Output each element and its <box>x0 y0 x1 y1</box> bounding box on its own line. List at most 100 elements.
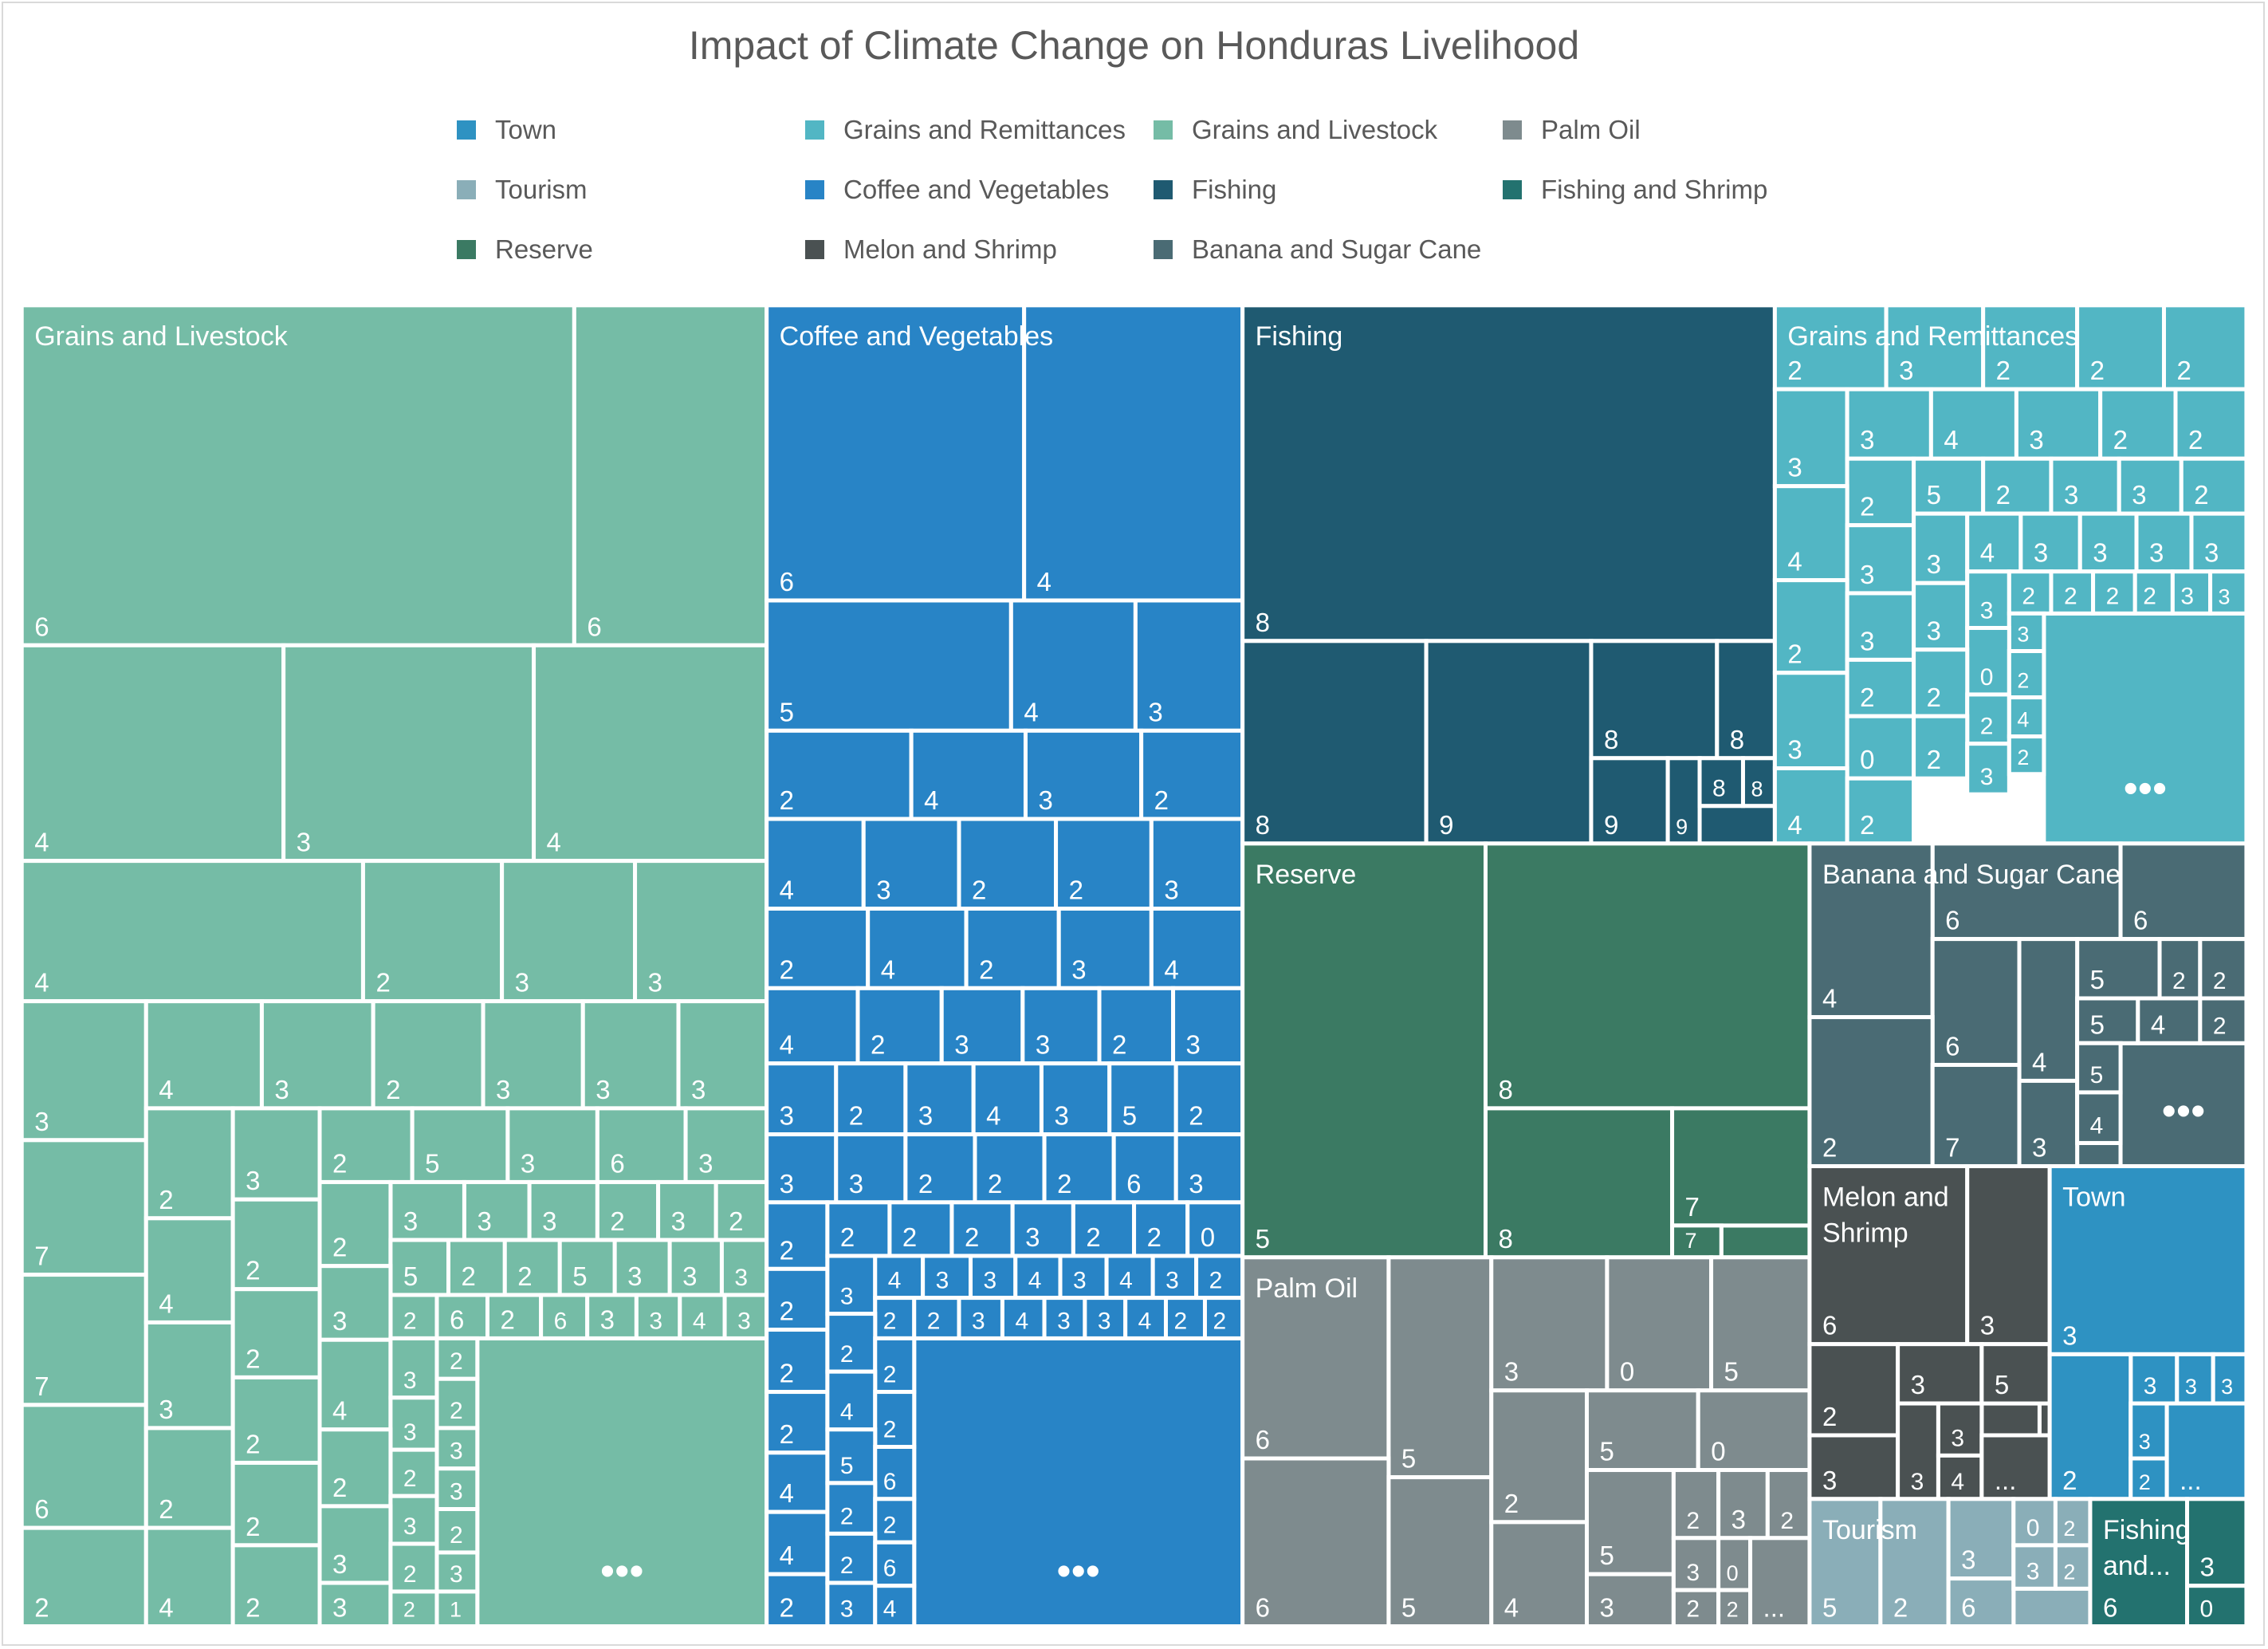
cell-value-label: 4 <box>1822 984 1837 1013</box>
cell-value-label: 2 <box>2064 583 2077 609</box>
cell-value-label: 0 <box>1980 664 1994 691</box>
cell-value-label: 3 <box>1054 1101 1068 1131</box>
cell-value-label: 7 <box>34 1372 49 1401</box>
cell-value-label: 2 <box>1822 1132 1837 1162</box>
cell-value-label: 6 <box>2133 906 2148 935</box>
treemap-cell <box>2007 734 2046 777</box>
cell-value-label: 2 <box>918 1169 933 1198</box>
cell-value-label: 2 <box>2143 583 2156 609</box>
treemap-cell <box>1936 1401 1984 1458</box>
treemap-cell <box>317 1264 393 1342</box>
cell-value-label: 3 <box>1927 549 1941 579</box>
cell-value-label: 3 <box>1600 1592 1614 1622</box>
cell-value-label: 4 <box>2017 708 2029 732</box>
treemap-group-label: Tourism <box>1822 1515 1917 1545</box>
cell-value-label: 4 <box>693 1308 706 1334</box>
cell-value-label: 4 <box>881 954 895 984</box>
treemap-cell <box>388 1336 439 1400</box>
treemap-cell <box>2091 569 2137 616</box>
treemap-cell <box>2018 511 2082 574</box>
treemap-group: •••6 45 4 32 4 3 24 3 2 2 32 4 2 3 44 2 3 3 2 33 2 3 4 3 5 23 3 2 2 2… <box>765 303 1245 1628</box>
legend-label: Melon and Shrimp <box>843 234 1057 264</box>
treemap-cell <box>1670 1106 1812 1228</box>
cell-value-label: 4 <box>888 1268 902 1294</box>
legend-swatch <box>457 180 476 199</box>
treemap-cell <box>2075 303 2166 392</box>
cell-value-label: 2 <box>2172 968 2186 994</box>
treemap-group-label: Reserve <box>1256 860 1357 890</box>
treemap-cell <box>230 1287 322 1379</box>
treemap-cell <box>2075 996 2140 1045</box>
cell-value-label: 2 <box>1147 1222 1162 1252</box>
treemap-group-label: Fishing <box>2103 1515 2191 1545</box>
cell-value-label: 3 <box>403 1368 417 1394</box>
treemap-cell <box>1483 841 1812 1111</box>
treemap-cell <box>1979 1342 2052 1406</box>
treemap-cell <box>971 1061 1044 1137</box>
cell-value-label: 2 <box>403 1597 415 1621</box>
treemap-cell <box>1056 907 1154 990</box>
treemap-overflow-cell <box>2118 1041 2249 1168</box>
cell-value-label: 6 <box>34 612 49 641</box>
legend-label: Tourism <box>495 175 588 204</box>
treemap-cell <box>1845 657 1916 718</box>
cell-value-label: 9 <box>1676 815 1688 839</box>
cell-value-label: 2 <box>1686 1596 1700 1622</box>
cell-value-label: 4 <box>159 1289 173 1318</box>
treemap-cell <box>1173 1061 1245 1137</box>
treemap-cell <box>1483 1106 1675 1260</box>
cell-value-label: 4 <box>1037 567 1051 596</box>
treemap-cell <box>1171 986 1245 1066</box>
treemap-cell <box>19 859 365 1004</box>
cell-value-label: 2 <box>1154 785 1169 815</box>
treemap-cell <box>2208 569 2249 616</box>
treemap-cell <box>2047 1163 2249 1356</box>
cell-value-label: 2 <box>1996 356 2011 385</box>
cell-value-label: 8 <box>1256 608 1270 637</box>
treemap-cell <box>825 1531 878 1585</box>
cell-value-label: 2 <box>2106 583 2120 609</box>
treemap-cell <box>825 1312 878 1374</box>
cell-value-label: 5 <box>1927 480 1941 510</box>
cell-value-label: 2 <box>1996 480 2011 510</box>
cell-value-label: 6 <box>1822 1311 1837 1340</box>
treemap-cell <box>765 1061 839 1137</box>
treemap-cell <box>1965 625 2011 697</box>
legend-label: Reserve <box>495 234 593 264</box>
treemap-cell <box>2077 511 2139 574</box>
cell-value-label: 2 <box>403 1308 417 1334</box>
cell-value-label: 2 <box>500 1305 514 1334</box>
treemap-cell <box>2075 1041 2123 1095</box>
legend-swatch <box>1154 180 1173 199</box>
treemap-cell <box>949 1200 1015 1258</box>
cell-value-label: 3 <box>1860 425 1874 455</box>
treemap-cell <box>1071 1200 1137 1258</box>
treemap-cell <box>1845 523 1916 596</box>
cell-value-label: 5 <box>2090 1062 2104 1088</box>
cell-value-label: 9 <box>1604 810 1618 840</box>
treemap-cell <box>360 859 505 1004</box>
legend-label: Grains and Remittances <box>843 115 1126 144</box>
cell-value-label: 3 <box>542 1206 556 1236</box>
treemap-cell <box>765 1200 830 1271</box>
treemap-cell <box>1912 511 1970 585</box>
cell-value-label: 3 <box>2219 584 2231 608</box>
cell-value-label: 2 <box>883 1512 897 1538</box>
treemap-group-label: Town <box>2062 1182 2125 1212</box>
cell-value-label: 3 <box>1980 764 1994 790</box>
legend-swatch <box>1154 240 1173 259</box>
cell-value-label: 2 <box>1727 1597 1739 1621</box>
treemap-cell <box>873 1584 917 1628</box>
cell-value-label: 3 <box>1787 453 1802 482</box>
cell-value-label: 3 <box>1098 1308 1111 1334</box>
legend-item: Coffee and Vegetables <box>805 170 1109 210</box>
cell-value-label: 2 <box>1780 1508 1794 1534</box>
cell-value-label: 4 <box>1504 1592 1519 1622</box>
treemap-cell <box>1054 817 1154 911</box>
cell-value-label: 3 <box>1186 1030 1201 1060</box>
legend-item: Fishing and Shrimp <box>1503 170 1767 210</box>
treemap-cell <box>957 1296 1004 1340</box>
cell-value-label: 2 <box>979 954 993 984</box>
treemap-cell <box>873 1390 917 1449</box>
